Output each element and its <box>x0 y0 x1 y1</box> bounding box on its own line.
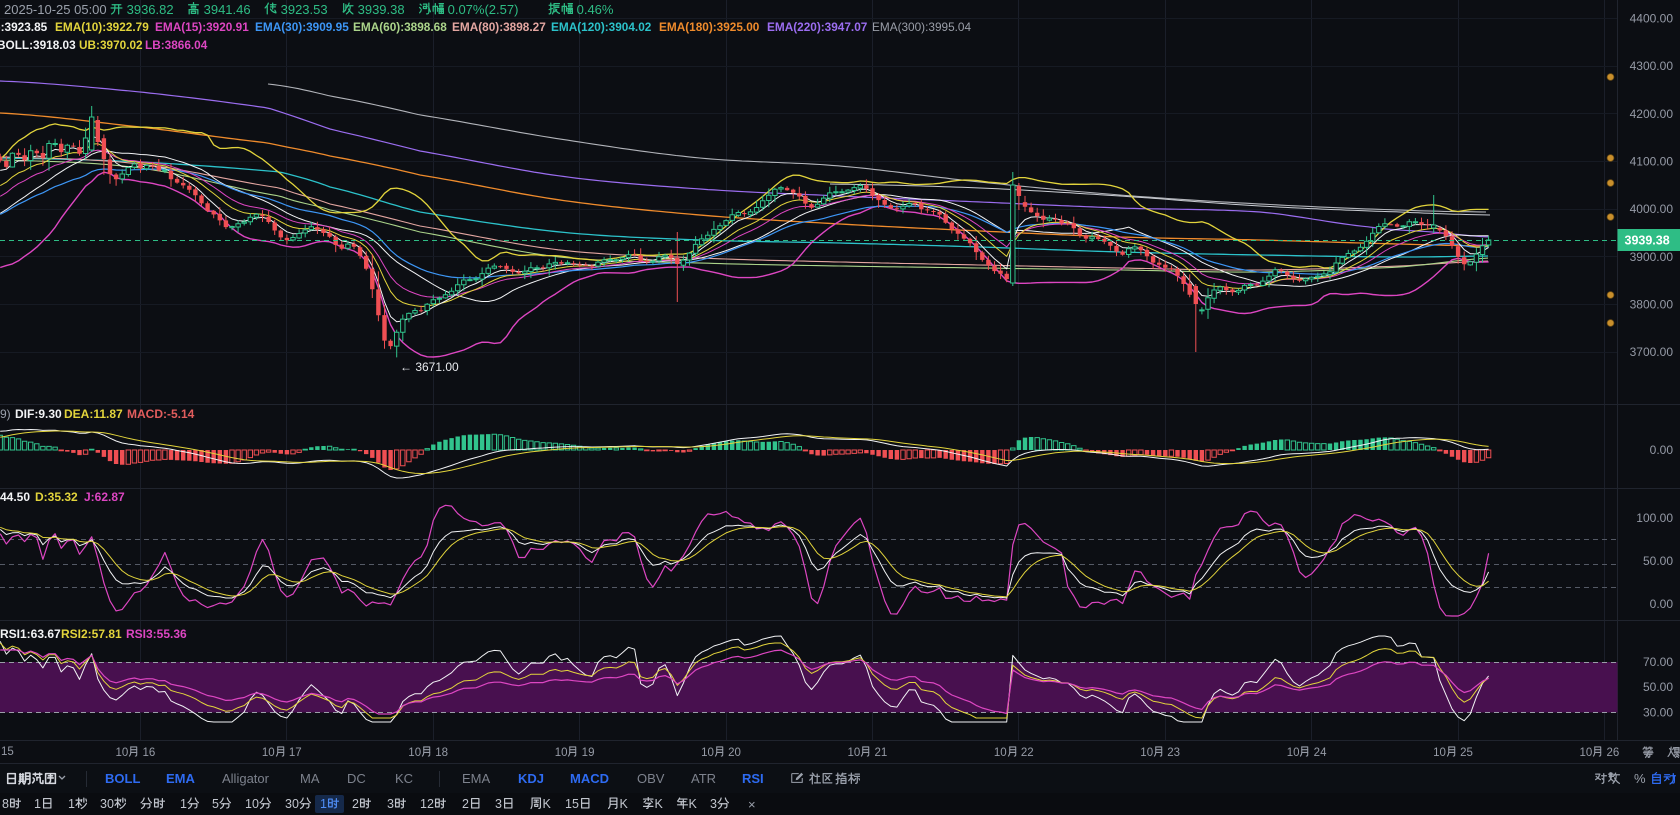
svg-text:3700.00: 3700.00 <box>1630 345 1674 359</box>
svg-text:4100.00: 4100.00 <box>1630 155 1674 169</box>
svg-text:4000.00: 4000.00 <box>1630 202 1674 216</box>
svg-text:100.00: 100.00 <box>1636 511 1673 525</box>
svg-text:4200.00: 4200.00 <box>1630 107 1674 121</box>
svg-text:3939.38: 3939.38 <box>1625 234 1670 248</box>
svg-text:4400.00: 4400.00 <box>1630 12 1674 26</box>
svg-text:30.00: 30.00 <box>1643 706 1673 720</box>
svg-text:50.00: 50.00 <box>1643 680 1673 694</box>
svg-text:0.00: 0.00 <box>1650 443 1674 457</box>
svg-text:0.00: 0.00 <box>1650 597 1674 611</box>
svg-text:4300.00: 4300.00 <box>1630 59 1674 73</box>
svg-text:3900.00: 3900.00 <box>1630 250 1674 264</box>
svg-text:← 3671.00: ← 3671.00 <box>400 360 459 374</box>
svg-text:50.00: 50.00 <box>1643 554 1673 568</box>
svg-text:70.00: 70.00 <box>1643 655 1673 669</box>
svg-text:3800.00: 3800.00 <box>1630 297 1674 311</box>
